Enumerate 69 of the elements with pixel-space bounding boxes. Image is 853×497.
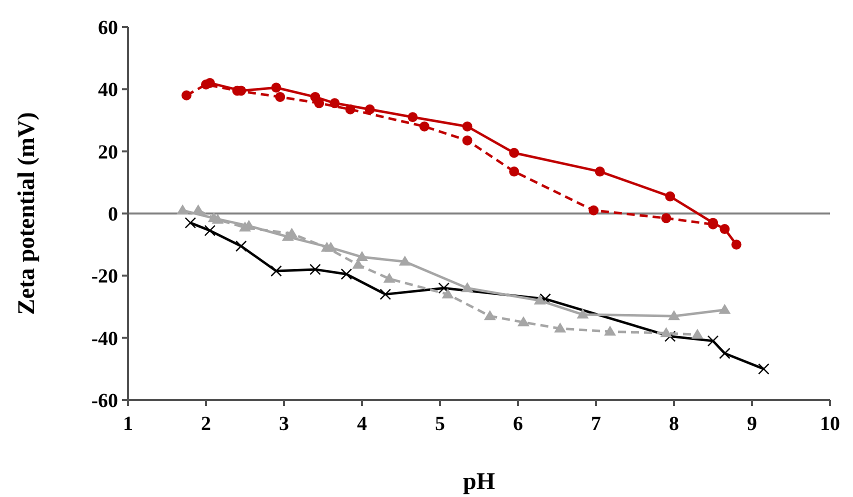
x-tick-label: 2 (201, 413, 211, 435)
y-tick-label: 40 (98, 79, 118, 102)
y-tick-label: 0 (108, 204, 118, 226)
point (438, 282, 450, 294)
point (668, 310, 680, 320)
point (660, 327, 672, 338)
point (604, 326, 616, 336)
y-tick-label: -60 (91, 390, 118, 412)
point (310, 264, 321, 276)
point (201, 80, 211, 90)
x-tick-label: 6 (513, 413, 523, 435)
y-axis-title: Zeta potential (mV) (14, 112, 40, 315)
point (509, 166, 520, 177)
point (462, 135, 472, 146)
point (720, 224, 730, 234)
x-tick-label: 3 (279, 413, 289, 435)
point (345, 104, 356, 114)
point (182, 90, 192, 100)
point (314, 98, 324, 108)
y-tick-label: -20 (91, 266, 118, 288)
point (707, 335, 719, 347)
x-tick-label: 5 (435, 413, 445, 435)
point (758, 363, 770, 375)
point (691, 328, 704, 339)
y-tick-label: 20 (98, 141, 118, 164)
point (235, 240, 247, 252)
point (340, 268, 352, 280)
point (176, 204, 189, 214)
point (484, 310, 496, 320)
point (408, 112, 418, 122)
point (275, 92, 286, 102)
point (239, 221, 251, 232)
point (594, 166, 605, 177)
point (661, 213, 672, 224)
y-tick-label: -40 (91, 328, 118, 350)
point (665, 191, 676, 202)
point (517, 316, 530, 326)
point (271, 82, 282, 93)
point (212, 214, 224, 224)
point (509, 148, 520, 158)
point (576, 308, 589, 319)
x-tick-label: 8 (669, 413, 679, 435)
point (192, 204, 204, 214)
point (383, 272, 396, 283)
x-axis-title: pH (462, 469, 496, 495)
point (419, 121, 430, 132)
x-tick-label: 10 (820, 413, 840, 435)
x-tick-label: 9 (747, 413, 757, 435)
point (718, 304, 731, 314)
y-tick-label: 60 (98, 17, 118, 39)
point (380, 288, 392, 300)
point (356, 251, 368, 262)
point (442, 288, 454, 298)
point (719, 348, 730, 360)
point (204, 224, 216, 236)
point (462, 121, 472, 132)
x-tick-label: 1 (123, 413, 133, 435)
point (461, 282, 474, 292)
x-tick-label: 7 (591, 413, 601, 435)
point (664, 330, 676, 342)
point (320, 242, 333, 252)
point (554, 322, 566, 333)
point (184, 217, 196, 228)
point (731, 240, 742, 250)
x-tick-label: 4 (357, 413, 367, 435)
point (534, 294, 546, 305)
point (270, 265, 282, 277)
point (398, 256, 411, 266)
point (588, 205, 599, 216)
